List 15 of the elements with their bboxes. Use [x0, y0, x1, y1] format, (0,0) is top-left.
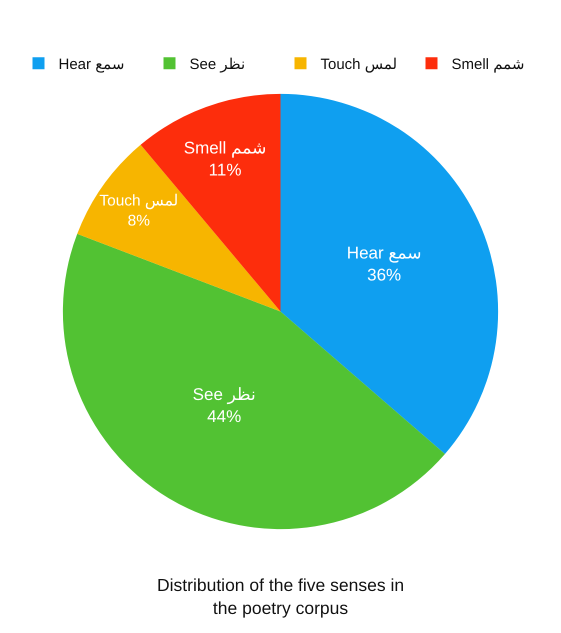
legend-label: See نظر	[190, 56, 246, 74]
text: Distribution of the five senses in the poetry corpus	[157, 575, 404, 618]
data-label: 8%	[128, 212, 150, 230]
slice-label: Touch لمس	[99, 192, 178, 210]
pie-slice	[280, 94, 498, 454]
legend-label: Smell شمم	[452, 56, 524, 74]
data-label: 11%	[208, 160, 242, 180]
data-label: 44%	[207, 407, 242, 426]
legend-label: Hear سمع	[58, 56, 124, 74]
legend-label: Touch لمس	[320, 56, 398, 74]
data-label: 36%	[367, 266, 402, 285]
slice-label: See نظر	[192, 385, 256, 406]
slice-label: Hear سمع	[346, 244, 422, 264]
pie-slice	[62, 234, 445, 529]
slice-label: Smell شمم	[184, 138, 266, 159]
